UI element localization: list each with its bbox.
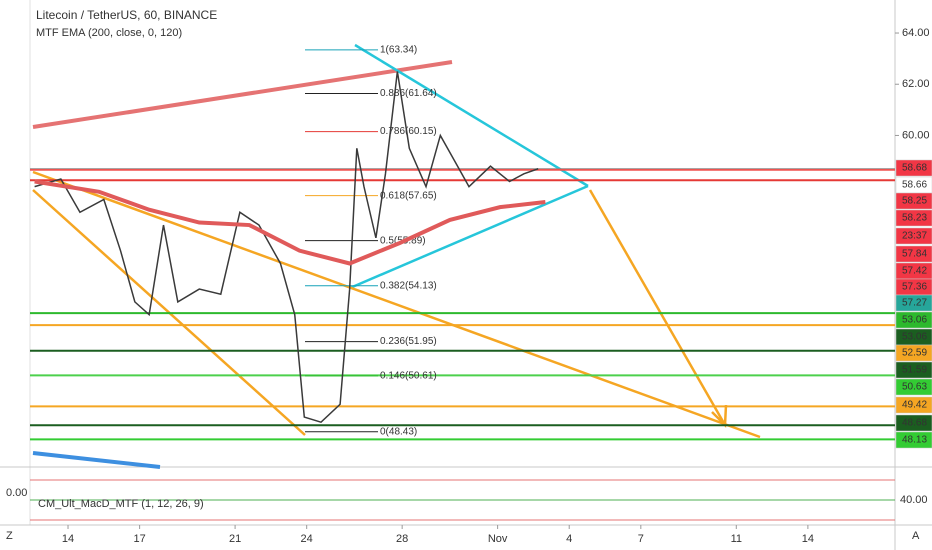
x-tick-label: 28	[396, 533, 408, 545]
x-tick-label: 7	[638, 533, 644, 545]
price-tag-label: 53.06	[902, 315, 927, 326]
price-tag-label: 50.63	[902, 382, 927, 393]
y-tick-label: 62.00	[902, 78, 930, 90]
corner-button[interactable]: Z	[6, 530, 13, 542]
price-line	[34, 71, 539, 424]
price-tag	[895, 311, 932, 329]
arrow	[588, 189, 727, 426]
fib-label: 0.146(50.61)	[380, 371, 437, 382]
chart-title: Litecoin / TetherUS, 60, BINANCE	[36, 8, 217, 22]
osc-right-tick: 40.00	[900, 494, 928, 506]
price-tag-label: 58.68	[902, 163, 927, 174]
corner-button[interactable]: A	[912, 530, 920, 542]
price-tag-label: 58.66	[902, 180, 927, 191]
trend-line	[32, 60, 453, 129]
price-tag-label: 48.68	[902, 418, 927, 429]
x-tick-label: 11	[731, 533, 742, 545]
x-tick-label: 24	[301, 533, 313, 545]
triangle-bottom	[349, 184, 589, 290]
price-tag-label: 48.13	[902, 435, 927, 446]
fib-label: 0.618(57.65)	[380, 190, 437, 201]
price-tag-label: 57.36	[902, 282, 927, 293]
price-tag-label: 51.59	[902, 365, 927, 376]
price-tag	[895, 396, 932, 414]
ema-line	[34, 179, 546, 266]
x-tick-label: 14	[62, 533, 74, 545]
triangle-top	[354, 43, 589, 188]
indicator-label: MTF EMA (200, close, 0, 120)	[36, 27, 182, 39]
price-tag-label: 52.59	[902, 348, 927, 359]
price-tag	[895, 159, 932, 177]
osc-left-tick: 0.00	[6, 487, 27, 499]
price-tag	[895, 294, 932, 312]
price-tag-label: 58.23	[902, 213, 927, 224]
fib-label: 0(48.43)	[380, 426, 417, 437]
price-tag-label: 57.84	[902, 249, 927, 260]
price-tag	[895, 209, 932, 227]
x-tick-label: 21	[229, 533, 241, 545]
price-tag	[895, 414, 932, 432]
trend-line	[32, 170, 761, 439]
price-tag-label: 49.42	[902, 400, 927, 411]
price-tag	[895, 361, 932, 379]
y-tick-label: 64.00	[902, 27, 930, 39]
fib-label: 1(63.34)	[380, 45, 417, 56]
price-tag	[895, 245, 932, 263]
x-tick-label: Nov	[488, 533, 508, 545]
x-tick-label: 17	[133, 533, 145, 545]
price-tag-label: 53.06	[902, 332, 927, 343]
price-tag-label: 23:37	[902, 231, 927, 242]
y-tick-label: 60.00	[902, 129, 930, 141]
osc-trend-line	[32, 451, 161, 469]
x-tick-label: 4	[566, 533, 572, 545]
price-tag	[895, 344, 932, 362]
price-tag	[895, 378, 932, 396]
fib-label: 0.786(60.15)	[380, 126, 437, 137]
price-tag	[895, 192, 932, 210]
price-tag	[895, 227, 932, 245]
price-tag-label: 57.27	[902, 298, 927, 309]
fib-label: 0.236(51.95)	[380, 336, 437, 347]
fib-label: 0.886(61.64)	[380, 88, 437, 99]
x-tick-label: 14	[802, 533, 814, 545]
oscillator-label: CM_Ult_MacD_MTF (1, 12, 26, 9)	[38, 498, 204, 510]
fib-label: 0.382(54.13)	[380, 280, 437, 291]
price-tag	[895, 431, 932, 449]
price-tag-label: 58.25	[902, 196, 927, 207]
price-tag-label: 57.42	[902, 266, 927, 277]
